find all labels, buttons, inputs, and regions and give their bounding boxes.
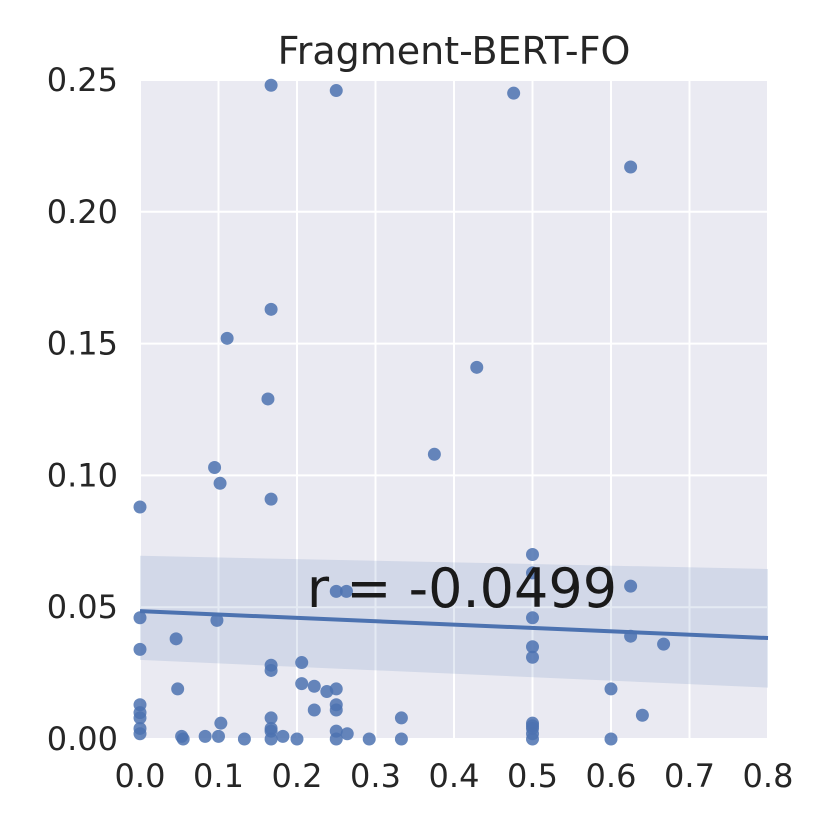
correlation-annotation: r = -0.0499 [307, 557, 617, 620]
regression-line [139, 609, 769, 641]
data-point [212, 729, 225, 743]
data-point [624, 579, 638, 593]
x-tick-label: 0.8 [743, 757, 794, 795]
chart-title: Fragment-BERT-FO [278, 29, 631, 73]
data-point [526, 640, 539, 654]
data-point [394, 732, 408, 746]
data-point [329, 732, 343, 746]
x-tick-label: 0.0 [115, 757, 166, 795]
regression-line-group [139, 609, 769, 641]
y-tick-label: 0.05 [47, 588, 118, 626]
data-point [264, 711, 278, 725]
data-point [261, 392, 275, 406]
data-point [290, 732, 304, 746]
data-point [394, 711, 408, 725]
data-point [276, 729, 290, 743]
data-point [214, 716, 228, 730]
data-point [526, 732, 539, 746]
data-points [133, 78, 671, 746]
data-point [264, 302, 278, 316]
y-tick-label: 0.10 [47, 456, 118, 494]
data-point [133, 642, 147, 656]
data-point [526, 566, 539, 580]
data-point [635, 708, 649, 722]
data-point [237, 732, 251, 746]
x-tick-labels: 0.0 0.1 0.2 0.3 0.4 0.5 0.6 0.7 0.8 [115, 757, 794, 795]
data-point [210, 613, 224, 627]
data-point [329, 682, 343, 696]
data-point [329, 84, 343, 98]
x-tick-label: 0.2 [272, 757, 323, 795]
data-point [295, 677, 309, 691]
x-tick-label: 0.6 [586, 757, 637, 795]
y-tick-label: 0.20 [47, 193, 118, 231]
data-point [220, 331, 234, 345]
data-point [169, 632, 183, 646]
y-tick-labels: 0.00 0.05 0.10 0.15 0.20 0.25 [47, 61, 118, 758]
data-point [264, 78, 278, 92]
data-point [208, 460, 222, 474]
data-point [264, 732, 278, 746]
data-point [176, 732, 190, 746]
data-point [604, 682, 618, 696]
y-tick-label: 0.00 [47, 720, 118, 758]
data-point [339, 584, 353, 598]
data-point [198, 729, 212, 743]
y-tick-label: 0.25 [47, 61, 118, 99]
confidence-band-area [140, 555, 768, 688]
data-point [133, 500, 147, 514]
data-point [526, 650, 539, 664]
x-tick-label: 0.5 [507, 757, 558, 795]
data-point [307, 703, 321, 717]
data-point [133, 711, 147, 725]
data-point [264, 492, 278, 506]
data-point [657, 637, 671, 651]
data-point [171, 682, 185, 696]
data-point [604, 732, 618, 746]
x-tick-label: 0.1 [193, 757, 244, 795]
data-point [470, 360, 484, 374]
data-point [340, 727, 354, 741]
data-point [507, 86, 521, 100]
data-point [624, 160, 638, 174]
data-point [295, 656, 309, 670]
grid-lines [139, 79, 769, 740]
x-tick-label: 0.7 [664, 757, 715, 795]
data-point [329, 703, 343, 717]
x-tick-label: 0.3 [350, 757, 401, 795]
data-point [213, 476, 227, 490]
data-point [307, 679, 321, 693]
data-point [526, 547, 539, 561]
data-point [329, 584, 343, 598]
data-point [133, 727, 147, 741]
data-point [362, 732, 376, 746]
y-tick-label: 0.15 [47, 325, 118, 363]
data-point [526, 611, 539, 625]
data-point [264, 663, 278, 677]
data-point [133, 611, 147, 625]
confidence-band [140, 555, 768, 688]
x-tick-label: 0.4 [429, 757, 480, 795]
data-point [427, 447, 441, 461]
